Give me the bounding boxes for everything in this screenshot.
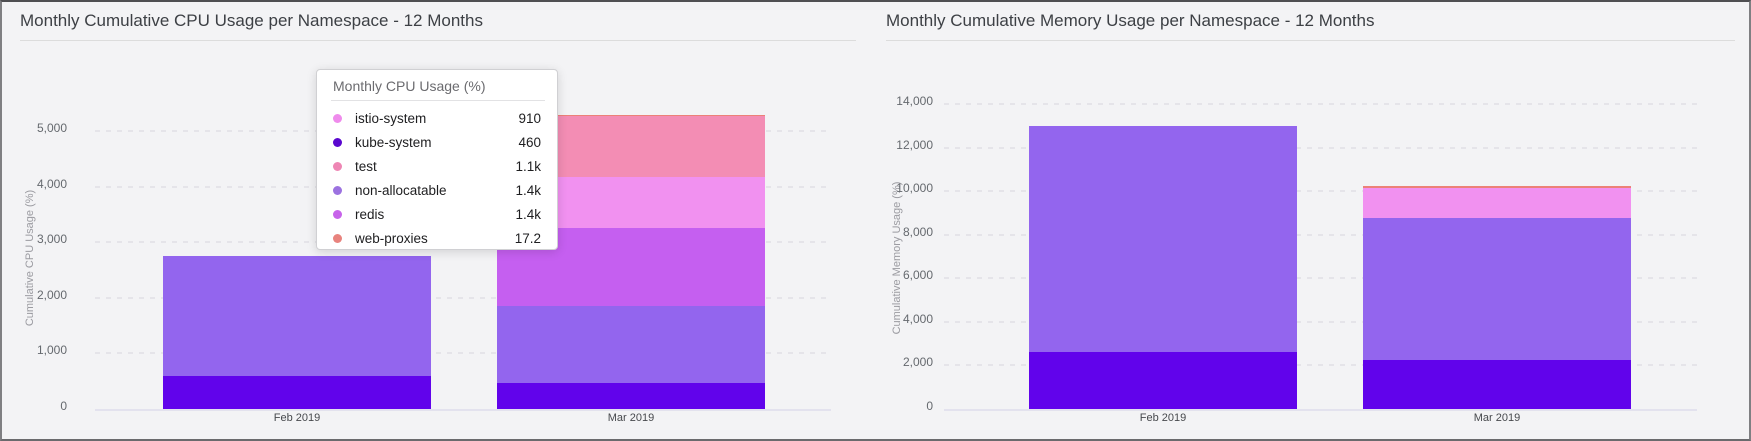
cpu-chart-title: Monthly Cumulative CPU Usage per Namespa…: [20, 11, 483, 30]
y-tick-label: 2,000: [36, 287, 67, 302]
series-value: 910: [518, 110, 541, 126]
series-name: non-allocatable: [355, 182, 447, 198]
y-tick-label: 8,000: [902, 224, 933, 239]
series-name: test: [355, 158, 377, 174]
bar-segment-non-allocatable[interactable]: [163, 256, 431, 376]
gridline: [95, 296, 831, 299]
bar-segment-istio-system[interactable]: [1363, 187, 1631, 219]
series-value: 1.4k: [515, 182, 541, 198]
series-name: istio-system: [355, 110, 427, 126]
series-value: 1.1k: [515, 158, 541, 174]
gridline: [944, 146, 1697, 149]
y-tick-label: 1,000: [36, 343, 67, 358]
bar-segment-kube-system[interactable]: [1029, 352, 1297, 409]
bar-segment-kube-system[interactable]: [497, 383, 765, 409]
y-tick-label: 14,000: [896, 93, 933, 108]
chart-tooltip: Monthly CPU Usage (%) istio-system 910 k…: [316, 69, 558, 250]
gridline: [944, 233, 1697, 236]
gridline: [944, 102, 1697, 105]
series-value: 460: [518, 134, 541, 150]
tooltip-row: kube-system 460: [333, 130, 541, 154]
series-color-dot: [333, 113, 342, 123]
series-color-dot: [333, 209, 342, 219]
series-name: redis: [355, 206, 385, 222]
stacked-bar-feb-2019[interactable]: [1029, 125, 1297, 409]
gridline: [944, 320, 1697, 323]
bar-segment-web-proxies[interactable]: [497, 115, 765, 117]
cpu-chart-panel: Monthly Cumulative CPU Usage per Namespa…: [0, 0, 866, 441]
memory-plot-area: 0 2,000 4,000 6,000 8,000 10,000 12,000 14,000 C…: [866, 0, 1751, 441]
gridline: [95, 352, 831, 355]
bar-segment-kube-system[interactable]: [1363, 359, 1631, 409]
memory-chart-panel: Monthly Cumulative Memory Usage per Name…: [866, 0, 1751, 441]
bar-segment-kube-system[interactable]: [163, 375, 431, 409]
y-tick-label: 0: [60, 399, 67, 413]
bar-segment-non-allocatable[interactable]: [1029, 125, 1297, 353]
x-tick-label: Mar 2019: [1473, 412, 1521, 424]
x-tick-label: Mar 2019: [607, 412, 655, 424]
y-tick-label: 6,000: [902, 268, 933, 283]
y-tick-label: 5,000: [36, 121, 67, 135]
y-tick-label: 2,000: [902, 355, 933, 370]
bar-segment-web-proxies[interactable]: [1363, 185, 1631, 188]
x-axis-line: [95, 409, 831, 411]
gridline: [944, 190, 1697, 193]
series-color-dot: [333, 233, 342, 243]
title-divider: [20, 40, 856, 41]
tooltip-row: test 1.1k: [333, 154, 541, 178]
gridline: [944, 364, 1697, 367]
stacked-bar-mar-2019[interactable]: [1363, 185, 1631, 409]
bar-segment-non-allocatable[interactable]: [497, 305, 765, 384]
x-axis-line: [944, 409, 1697, 411]
y-tick-label: 10,000: [896, 181, 933, 196]
tooltip-row: web-proxies 17.2: [333, 226, 541, 250]
tooltip-row: non-allocatable 1.4k: [333, 178, 541, 202]
y-tick-label: 4,000: [36, 176, 67, 191]
series-color-dot: [333, 137, 342, 147]
tooltip-row: redis 1.4k: [333, 202, 541, 226]
series-name: kube-system: [355, 134, 432, 150]
y-tick-label: 3,000: [36, 232, 67, 247]
stacked-bar-mar-2019[interactable]: [497, 115, 765, 409]
y-tick-label: 4,000: [902, 311, 933, 326]
series-value: 17.2: [514, 230, 541, 246]
memory-chart-title: Monthly Cumulative Memory Usage per Name…: [886, 11, 1375, 30]
y-tick-label: 0: [926, 399, 933, 413]
y-axis-title: Cumulative CPU Usage (%): [24, 189, 36, 327]
x-tick-label: Feb 2019: [1139, 412, 1187, 424]
tooltip-row: istio-system 910: [333, 106, 541, 130]
gridline: [944, 277, 1697, 280]
stacked-bar-feb-2019[interactable]: [163, 256, 431, 409]
tooltip-rows: istio-system 910 kube-system 460 test 1.…: [317, 101, 557, 257]
series-color-dot: [333, 161, 342, 171]
x-tick-label: Feb 2019: [273, 412, 321, 424]
series-name: web-proxies: [355, 230, 428, 246]
bar-segment-non-allocatable[interactable]: [1363, 218, 1631, 360]
y-tick-label: 12,000: [896, 137, 933, 152]
series-color-dot: [333, 185, 342, 195]
series-value: 1.4k: [515, 206, 541, 222]
title-divider: [886, 40, 1735, 41]
tooltip-title: Monthly CPU Usage (%): [333, 78, 486, 94]
tooltip-divider: [331, 100, 545, 101]
